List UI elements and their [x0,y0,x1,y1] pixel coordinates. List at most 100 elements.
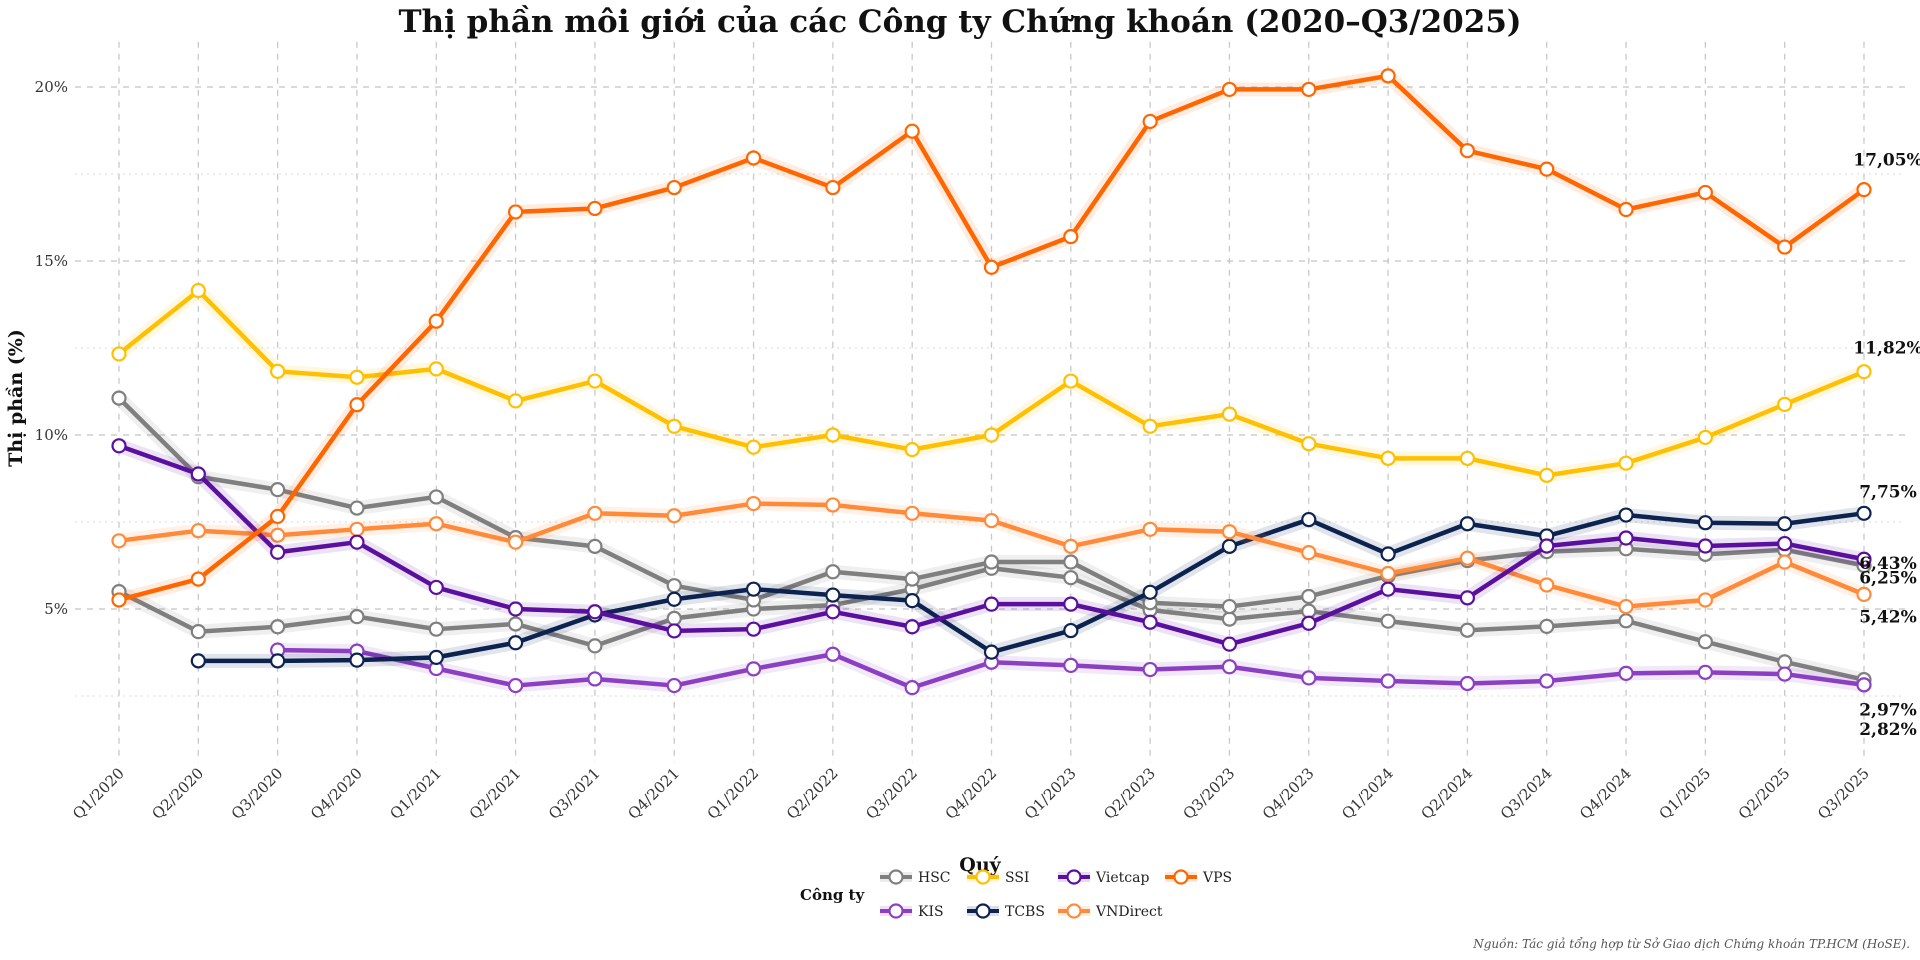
x-tick-label: Q3/2022 [862,764,921,823]
data-point [904,593,920,609]
data-point [1301,545,1317,561]
data-point [1063,538,1079,554]
data-point [270,508,286,525]
data-point [1777,239,1793,255]
data-point [190,466,206,482]
series-vndirect [111,495,1872,615]
series-lines [111,68,1872,696]
x-tick-label: Q3/2023 [1180,764,1239,823]
data-point [1063,657,1079,673]
series-kis [270,642,1872,696]
data-point [1380,613,1396,629]
data-point [666,179,682,196]
legend-marker [1066,869,1082,885]
data-point [111,346,127,362]
x-tick-label: Q2/2024 [1417,764,1476,823]
data-point [1221,636,1238,652]
data-point [428,649,444,665]
data-point [1142,661,1158,678]
data-point [825,427,841,443]
data-point [1856,677,1872,693]
legend-label: Vietcap [1095,870,1149,886]
data-point [666,418,682,434]
y-tick-label: 10% [35,426,68,444]
x-tick-label: Q1/2021 [386,764,445,823]
legend-marker [888,903,904,919]
data-point [349,534,365,550]
y-tick-label: 15% [35,252,68,270]
data-point [428,579,444,596]
x-tick-label: Q3/2024 [1497,764,1556,823]
data-point [1380,546,1396,562]
x-tick-label: Q4/2020 [307,764,366,823]
end-label: 11,82% [1853,339,1920,359]
data-point [1221,659,1238,675]
data-point [270,482,286,498]
legend-title: Công ty [800,886,865,904]
legend-label: VNDirect [1095,904,1163,920]
data-point [1618,598,1634,615]
data-point [1618,507,1634,523]
data-point [1459,622,1476,638]
legend: Công ty HSC SSI Vietcap VPS KIS TCBS VNDirect [800,869,1232,920]
x-tick-label: Q1/2022 [704,764,763,823]
data-point [983,259,1000,275]
data-point [745,621,762,637]
data-point [1301,81,1317,98]
data-point [1539,577,1555,593]
data-point [428,621,444,637]
end-label: 2,82% [1859,720,1917,740]
data-point [587,200,603,217]
end-label: 6,43% [1859,554,1917,574]
data-point [1618,530,1634,546]
data-point [1301,436,1317,452]
x-tick-label: Q4/2022 [942,764,1001,823]
x-tick-label: Q2/2023 [1100,764,1159,823]
data-point [1539,161,1555,177]
data-point [1697,592,1713,608]
series-vps [111,68,1872,608]
data-point [428,516,444,532]
legend-label: VPS [1202,870,1232,886]
data-point [1539,467,1555,483]
data-point [270,544,286,560]
data-point [587,373,603,389]
data-point [1697,184,1713,201]
series-line [198,511,1865,664]
data-point [1221,611,1238,627]
data-point [587,538,603,554]
data-point [1459,590,1476,606]
y-axis-ticks: 5% 10% 15% 20% [35,78,68,618]
x-tick-label: Q4/2024 [1576,764,1635,823]
data-point [1221,406,1238,422]
data-point [1697,515,1713,531]
data-point [1301,670,1317,686]
data-point [190,282,206,299]
legend-marker [975,903,991,919]
data-point [1380,565,1396,582]
data-point [1697,538,1713,554]
data-point [587,604,603,620]
x-tick-label: Q4/2023 [1259,764,1318,823]
x-tick-label: Q3/2020 [228,764,287,823]
data-point [270,619,286,635]
data-point [745,150,762,166]
data-point [1697,664,1713,680]
data-point [1539,538,1555,554]
series-vietcap [111,438,1872,652]
data-point [904,680,920,696]
data-point [587,671,603,687]
x-axis-title: Quý [959,854,1001,876]
data-point [1856,586,1872,602]
data-point [983,644,1000,660]
data-point [1301,615,1317,631]
data-point [587,638,603,654]
data-point [1459,675,1476,692]
legend-item-vietcap: Vietcap [1058,869,1149,886]
data-point [1618,455,1634,471]
x-tick-label: Q2/2022 [783,764,842,823]
x-tick-label: Q2/2020 [148,764,207,823]
data-point [1777,554,1793,570]
data-point [270,653,286,669]
